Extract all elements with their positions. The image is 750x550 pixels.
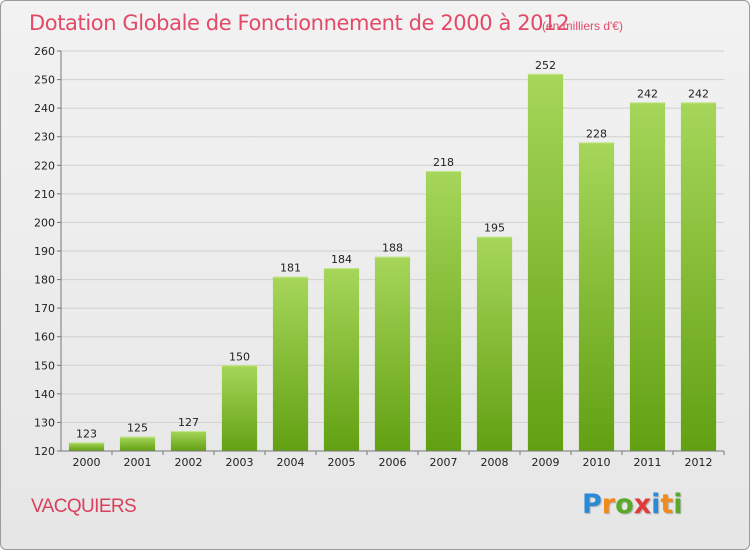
y-tick-label: 140: [34, 388, 55, 401]
bar-2010: [578, 142, 615, 451]
bars: 123 125 127 150 181 184 188 218 195 252 228 242 242: [68, 59, 717, 451]
chart-title: Dotation Globale de Fonctionnement de 20…: [29, 11, 570, 35]
y-tick-label: 120: [34, 445, 55, 458]
x-tick-label-2008: 2008: [481, 456, 509, 469]
chart-unit: (en milliers d'€): [542, 19, 623, 33]
y-tick-label: 210: [34, 188, 55, 201]
value-label-2008: 195: [484, 222, 505, 235]
commune-name: VACQUIERS: [31, 496, 137, 517]
bar-2012: [680, 102, 717, 451]
x-tick-label-2006: 2006: [379, 456, 407, 469]
y-tick-label: 240: [34, 102, 55, 115]
y-tick-label: 160: [34, 331, 55, 344]
bar-2005: [323, 268, 360, 451]
logo-letter: t: [660, 489, 674, 520]
value-label-2010: 228: [586, 127, 607, 140]
x-tick-label-2005: 2005: [328, 456, 356, 469]
logo-letter: i: [651, 489, 661, 520]
value-label-2001: 125: [127, 422, 148, 435]
x-tick-label-2010: 2010: [583, 456, 611, 469]
bar-2000: [68, 442, 105, 451]
y-tick-label: 130: [34, 416, 55, 429]
bar-2002: [170, 431, 207, 451]
logo-letter: r: [601, 489, 616, 520]
bar-2004: [272, 276, 309, 451]
y-tick-label: 230: [34, 131, 55, 144]
value-label-2009: 252: [535, 59, 556, 72]
logo-letter: i: [673, 489, 683, 520]
value-label-2005: 184: [331, 253, 352, 266]
y-tick-label: 190: [34, 245, 55, 258]
bar-2007: [425, 171, 462, 451]
logo-letter: o: [615, 489, 634, 520]
logo-letter: x: [633, 489, 652, 520]
bar-2006: [374, 256, 411, 451]
x-tick-label-2004: 2004: [277, 456, 305, 469]
bar-2009: [527, 73, 564, 451]
y-tick-label: 200: [34, 216, 55, 229]
value-label-2012: 242: [688, 87, 709, 100]
bar-2001: [119, 436, 156, 451]
y-tick-label: 260: [34, 45, 55, 58]
x-tick-label-2002: 2002: [175, 456, 203, 469]
value-label-2003: 150: [229, 350, 250, 363]
y-tick-label: 250: [34, 74, 55, 87]
x-tick-label-2009: 2009: [532, 456, 560, 469]
y-tick-label: 170: [34, 302, 55, 315]
x-tick-label-2007: 2007: [430, 456, 458, 469]
axes: 120 130 140 150 160 170 180 190 200 210 220 230 240 2…: [34, 45, 725, 469]
logo-letter: P: [582, 489, 602, 520]
value-label-2011: 242: [637, 87, 658, 100]
value-label-2007: 218: [433, 156, 454, 169]
x-tick-label-2001: 2001: [124, 456, 152, 469]
proxiti-logo: Proxiti: [582, 489, 683, 520]
bar-2003: [221, 365, 258, 451]
x-tick-label-2000: 2000: [73, 456, 101, 469]
bar-2008: [476, 236, 513, 451]
y-tick-label: 150: [34, 359, 55, 372]
y-tick-label: 220: [34, 159, 55, 172]
value-label-2006: 188: [382, 242, 403, 255]
value-label-2004: 181: [280, 262, 301, 275]
y-tick-label: 180: [34, 274, 55, 287]
x-tick-label-2011: 2011: [634, 456, 662, 469]
x-tick-label-2003: 2003: [226, 456, 254, 469]
bar-2011: [629, 102, 666, 451]
x-tick-label-2012: 2012: [685, 456, 713, 469]
value-label-2000: 123: [76, 427, 97, 440]
value-label-2002: 127: [178, 416, 199, 429]
